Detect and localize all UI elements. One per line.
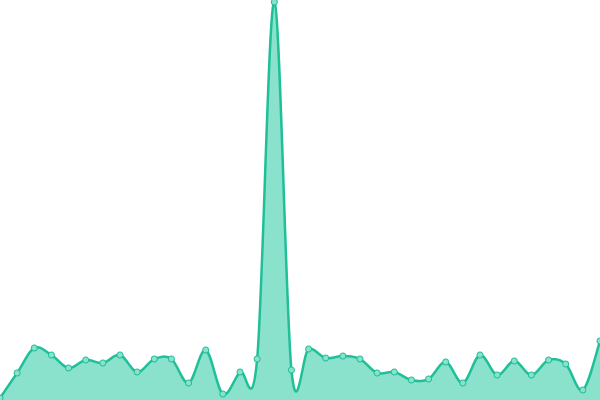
data-point [185,379,193,387]
data-point [305,345,313,353]
data-point [167,355,175,363]
data-point [373,369,381,377]
data-point [390,368,398,376]
data-point [442,358,450,366]
data-point [30,344,38,352]
data-point [236,368,244,376]
data-point [510,357,518,365]
data-point [13,369,21,377]
data-point [0,394,4,400]
data-point [596,337,600,345]
data-point [459,379,467,387]
data-point [150,355,158,363]
data-point [407,376,415,384]
data-point [527,371,535,379]
data-point [219,390,227,398]
data-point [270,0,278,6]
data-point [99,359,107,367]
data-point [322,354,330,362]
data-point [579,386,587,394]
data-point [47,351,55,359]
data-point [545,356,553,364]
data-point [116,351,124,359]
data-point [65,364,73,372]
data-point [253,355,261,363]
data-point [425,375,433,383]
data-point [493,371,501,379]
data-point [82,356,90,364]
data-point [287,366,295,374]
data-point [133,368,141,376]
data-point [339,352,347,360]
data-point [476,351,484,359]
data-point [356,355,364,363]
data-point [562,360,570,368]
data-point [202,346,210,354]
